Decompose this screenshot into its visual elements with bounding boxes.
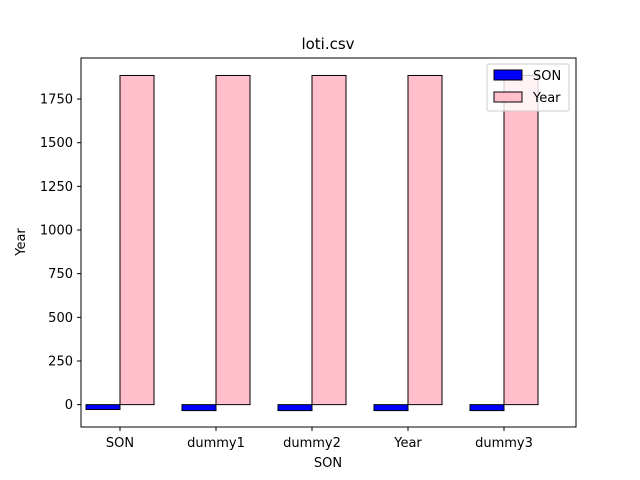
y-tick-label: 750 [48, 267, 73, 282]
bar-son-dummy3 [469, 404, 505, 412]
bar-year-year [407, 74, 443, 406]
bar-son-year [373, 404, 409, 412]
x-tick-label: dummy3 [475, 436, 533, 451]
y-axis-label: Year [14, 228, 29, 257]
y-tick-label: 500 [48, 311, 73, 326]
bar-year-dummy2 [311, 74, 347, 406]
bar-son-dummy1 [181, 404, 217, 412]
bars-group [85, 74, 539, 412]
bar-year-son [119, 74, 155, 406]
y-axis: 0 250 500 750 1000 1250 1500 1750 [40, 93, 81, 413]
bar-year-dummy1 [215, 74, 251, 406]
y-tick-label: 1500 [40, 136, 73, 151]
bar-year-dummy3 [503, 74, 539, 406]
y-tick-label: 0 [65, 398, 73, 413]
y-tick-label: 1250 [40, 180, 73, 195]
bar-son-dummy2 [277, 404, 313, 412]
plot-frame [80, 57, 577, 428]
legend-swatch-year [493, 91, 523, 103]
y-tick-label: 1750 [40, 93, 73, 108]
x-axis: SON dummy1 dummy2 Year dummy3 [106, 427, 533, 451]
chart-title: loti.csv [301, 35, 354, 53]
legend-swatch-son [493, 69, 523, 81]
legend: SON Year [486, 63, 570, 112]
y-tick-label: 250 [48, 354, 73, 369]
legend-label-year: Year [532, 91, 561, 106]
legend-label-son: SON [533, 69, 561, 84]
x-axis-label: SON [314, 456, 342, 471]
x-tick-label: SON [106, 436, 134, 451]
x-tick-label: dummy2 [283, 436, 341, 451]
y-tick-label: 1000 [40, 224, 73, 239]
x-tick-label: Year [393, 436, 422, 451]
x-tick-label: dummy1 [187, 436, 245, 451]
bar-son-son [85, 404, 121, 411]
